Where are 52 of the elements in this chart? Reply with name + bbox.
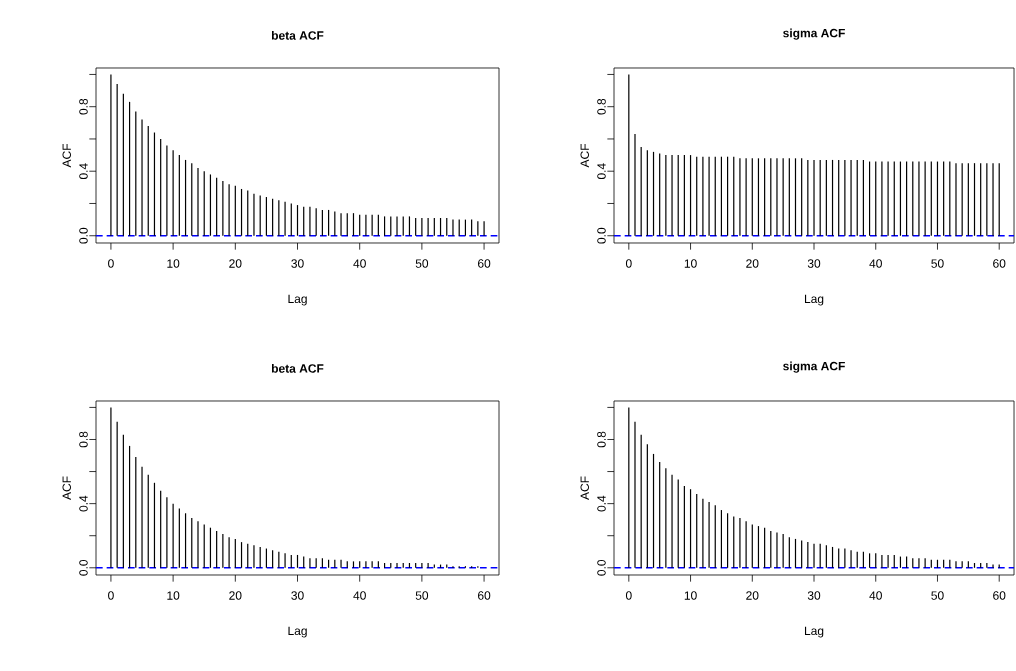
y-tick-label: 0.8	[79, 98, 88, 115]
x-tick-label: 30	[291, 259, 304, 268]
y-tick-label: 0.4	[79, 163, 88, 180]
y-axis-title: ACF	[62, 476, 71, 500]
x-tick-label: 10	[684, 591, 697, 600]
x-tick-label: 20	[229, 259, 242, 268]
x-tick-label: 60	[478, 259, 491, 268]
y-tick-label: 0.0	[597, 559, 606, 576]
x-tick-label: 30	[807, 591, 821, 600]
x-tick-label: 0	[108, 259, 114, 268]
x-axis-title: Lag	[804, 626, 824, 638]
x-tick-label: 0	[625, 259, 632, 268]
y-tick-label: 0.4	[79, 495, 88, 512]
chart-title: sigma ACF	[783, 28, 845, 40]
chart-title: beta ACF	[271, 363, 324, 373]
x-tick-label: 40	[353, 591, 366, 600]
x-tick-label: 30	[807, 259, 821, 268]
x-tick-label: 20	[746, 591, 759, 600]
x-tick-label: 20	[229, 591, 242, 600]
x-tick-label: 40	[869, 591, 882, 600]
y-tick-label: 0.4	[597, 495, 606, 512]
x-axis-title: Lag	[804, 294, 824, 306]
x-tick-label: 20	[746, 259, 759, 268]
x-tick-label: 0	[625, 591, 632, 600]
y-axis-title: ACF	[580, 143, 589, 168]
x-tick-label: 10	[167, 259, 180, 268]
chart-title: beta ACF	[271, 30, 324, 40]
x-tick-label: 10	[684, 259, 697, 268]
x-tick-label: 40	[353, 259, 366, 268]
y-tick-label: 0.0	[79, 559, 88, 576]
x-tick-label: 10	[167, 591, 180, 600]
y-tick-label: 0.8	[597, 431, 606, 448]
y-tick-label: 0.4	[597, 163, 606, 180]
x-tick-label: 40	[869, 259, 882, 268]
chart-title: sigma ACF	[783, 361, 845, 373]
y-tick-label: 0.8	[79, 431, 88, 448]
x-tick-label: 30	[291, 591, 304, 600]
x-tick-label: 60	[478, 591, 491, 600]
x-tick-label: 50	[931, 259, 944, 268]
y-axis-title: ACF	[62, 143, 71, 168]
y-tick-label: 0.8	[597, 98, 606, 115]
x-axis-title: Lag	[288, 294, 307, 306]
x-tick-label: 50	[415, 591, 429, 600]
x-tick-label: 0	[108, 591, 114, 600]
y-tick-label: 0.0	[79, 227, 88, 244]
x-tick-label: 60	[993, 591, 1006, 600]
x-tick-label: 60	[993, 259, 1006, 268]
x-tick-label: 50	[415, 259, 429, 268]
y-tick-label: 0.0	[597, 227, 606, 244]
y-axis-title: ACF	[580, 476, 589, 500]
x-axis-title: Lag	[288, 626, 307, 638]
x-tick-label: 50	[931, 591, 944, 600]
